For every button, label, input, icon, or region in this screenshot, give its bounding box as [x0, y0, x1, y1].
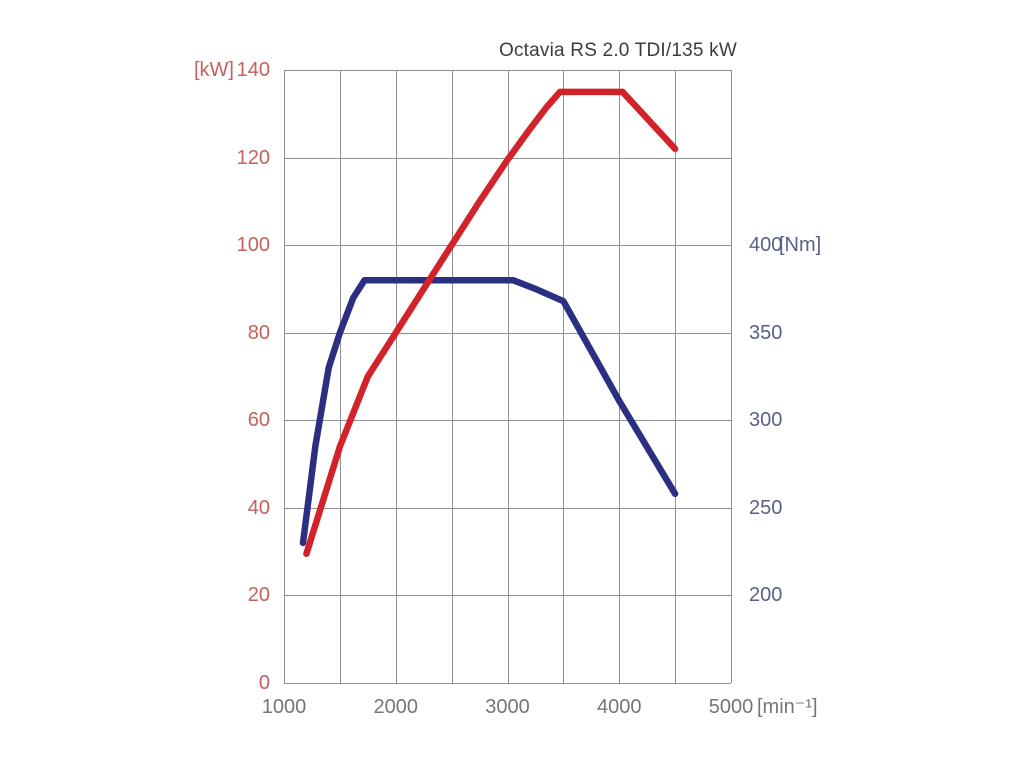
- y-left-tick-60: 60: [247, 409, 270, 432]
- x-tick-4000: 4000: [597, 696, 642, 718]
- power-kw-curve: [303, 88, 679, 558]
- y-right-tick-350: 350: [749, 321, 783, 344]
- x-tick-1000: 1000: [261, 696, 307, 718]
- y-left-axis-unit-label: [kW]: [194, 59, 234, 81]
- y-right-tick-200: 200: [749, 584, 783, 607]
- chart-title: Octavia RS 2.0 TDI/135 kW: [498, 40, 737, 61]
- y-right-tick-250: 250: [749, 496, 783, 519]
- y-left-tick-140: 140: [236, 59, 270, 81]
- y-right-tick-300: 300: [749, 409, 783, 432]
- x-axis-unit-label: [min⁻¹]: [757, 696, 818, 718]
- y-left-tick-80: 80: [247, 321, 270, 344]
- x-tick-3000: 3000: [485, 696, 530, 718]
- y-left-tick-20: 20: [247, 584, 270, 607]
- torque-nm-curve: [299, 276, 679, 547]
- x-tick-5000: 5000: [708, 696, 754, 718]
- y-right-tick-400: 400: [749, 234, 783, 257]
- y-left-tick-0: 0: [258, 672, 270, 694]
- x-tick-2000: 2000: [373, 696, 419, 718]
- y-left-tick-100: 100: [236, 234, 270, 257]
- y-left-tick-40: 40: [247, 496, 270, 519]
- y-left-tick-120: 120: [236, 146, 270, 169]
- y-right-axis-unit-label: [Nm]: [779, 234, 822, 257]
